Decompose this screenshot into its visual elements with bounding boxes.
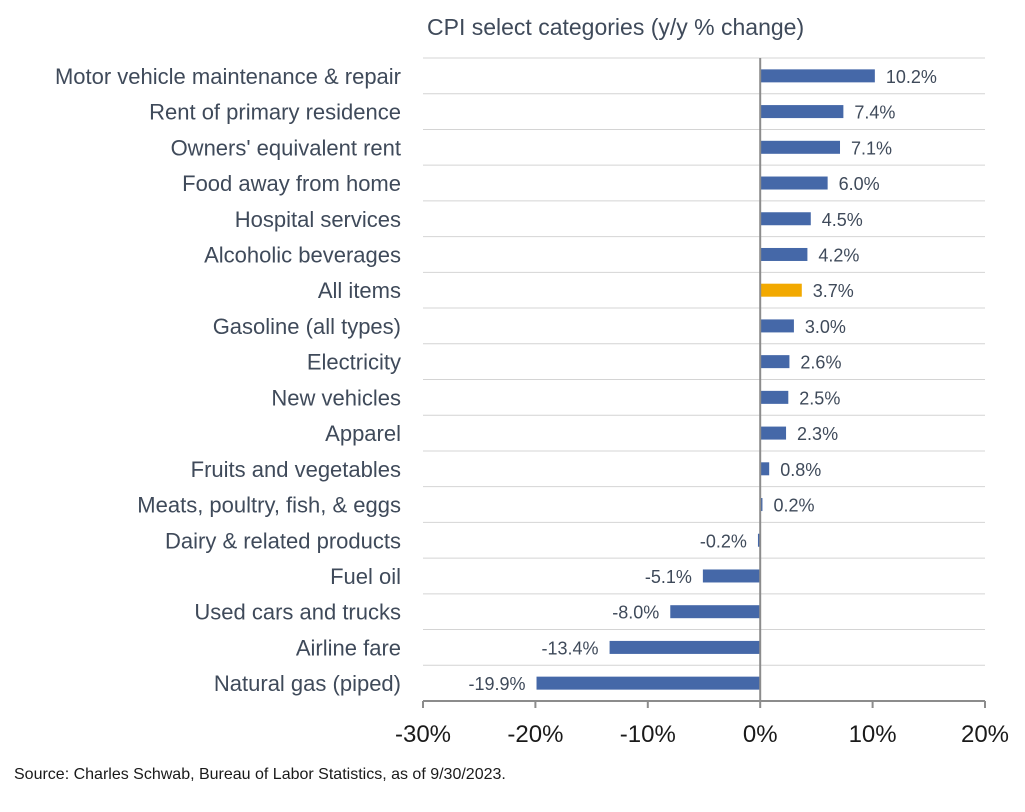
data-label: -0.2%	[700, 531, 747, 551]
bar	[760, 105, 844, 119]
data-label: 2.3%	[797, 424, 838, 444]
x-axis: -30% -20% -10% 0% 10% 20%	[395, 58, 1009, 748]
category-label: Motor vehicle maintenance & repair	[55, 64, 401, 89]
bar	[670, 605, 761, 619]
category-label: Used cars and trucks	[194, 600, 401, 625]
chart-title: CPI select categories (y/y % change)	[427, 14, 804, 40]
data-label: -19.9%	[468, 674, 525, 694]
category-label: Meats, poultry, fish, & eggs	[137, 493, 401, 518]
bar	[760, 140, 841, 154]
x-tick-label: 0%	[743, 721, 778, 748]
bar	[760, 355, 790, 369]
bar	[760, 283, 802, 297]
x-tick-label: -10%	[620, 721, 676, 748]
category-label: Airline fare	[296, 635, 401, 660]
data-label: 0.8%	[780, 460, 821, 480]
x-tick-label: 10%	[849, 721, 897, 748]
source-note: Source: Charles Schwab, Bureau of Labor …	[14, 766, 506, 783]
data-label: 2.5%	[799, 388, 840, 408]
x-tick-label: 20%	[961, 721, 1009, 748]
bar	[702, 569, 761, 583]
bar	[760, 247, 808, 261]
bar	[760, 319, 794, 333]
category-label: Electricity	[307, 350, 401, 375]
data-label: 6.0%	[839, 174, 880, 194]
x-tick-label: -20%	[507, 721, 563, 748]
category-label: Fuel oil	[330, 564, 401, 589]
category-label: Gasoline (all types)	[213, 314, 401, 339]
category-label: Natural gas (piped)	[214, 671, 401, 696]
labels: Motor vehicle maintenance & repair 10.2% R…	[55, 64, 937, 696]
bar	[760, 498, 763, 512]
data-label: 4.5%	[822, 210, 863, 230]
category-label: Fruits and vegetables	[191, 457, 401, 482]
bar	[757, 533, 761, 547]
bar	[760, 69, 875, 83]
category-label: New vehicles	[271, 385, 401, 410]
bar	[760, 426, 787, 440]
category-label: Dairy & related products	[165, 528, 401, 553]
bar	[609, 640, 761, 654]
category-label: All items	[318, 278, 401, 303]
bar	[760, 176, 828, 190]
grid-lines	[423, 57, 985, 702]
category-label: Food away from home	[182, 171, 401, 196]
bar	[760, 212, 811, 226]
data-label: 3.0%	[805, 317, 846, 337]
data-label: 2.6%	[800, 353, 841, 373]
bars	[536, 69, 875, 690]
data-label: -13.4%	[542, 638, 599, 658]
data-label: 10.2%	[886, 67, 937, 87]
bar	[760, 390, 789, 404]
data-label: 3.7%	[813, 281, 854, 301]
category-label: Rent of primary residence	[149, 100, 401, 125]
data-label: -8.0%	[612, 603, 659, 623]
x-tick-label: -30%	[395, 721, 451, 748]
data-label: 7.1%	[851, 138, 892, 158]
category-label: Alcoholic beverages	[204, 242, 401, 267]
bar	[760, 462, 770, 476]
category-label: Apparel	[325, 421, 401, 446]
data-label: 0.2%	[773, 496, 814, 516]
category-label: Hospital services	[235, 207, 401, 232]
bar	[536, 676, 761, 690]
data-label: -5.1%	[645, 567, 692, 587]
data-label: 7.4%	[854, 103, 895, 123]
category-label: Owners' equivalent rent	[171, 135, 401, 160]
data-label: 4.2%	[818, 245, 859, 265]
